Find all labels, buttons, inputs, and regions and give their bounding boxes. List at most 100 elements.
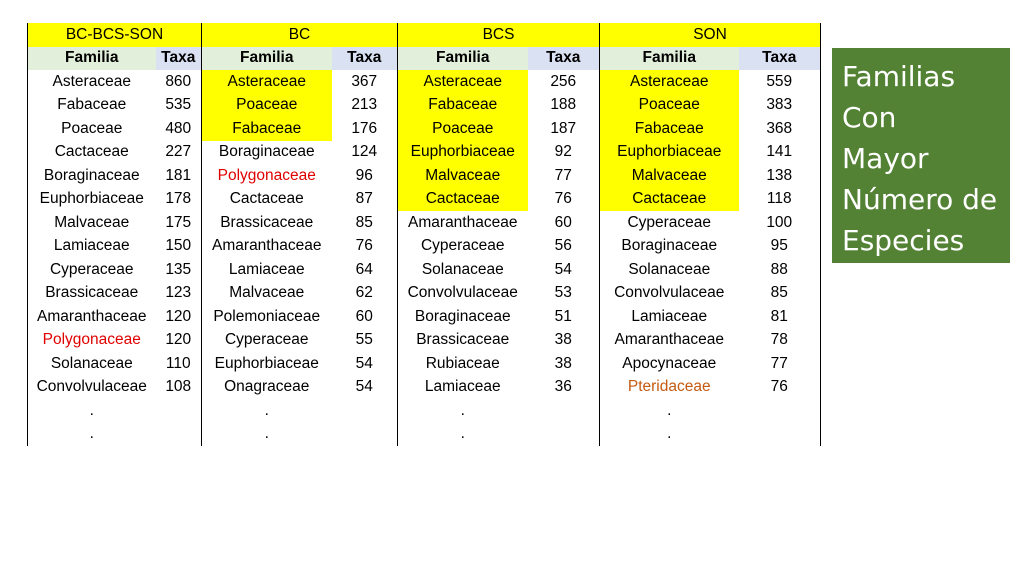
header-taxa: Taxa <box>155 46 202 70</box>
familia-cell: Solanaceae <box>397 258 528 282</box>
taxa-cell <box>155 399 202 423</box>
familia-cell: Amaranthaceae <box>201 234 332 258</box>
taxa-cell: 36 <box>527 375 600 399</box>
taxa-cell: 535 <box>155 93 202 117</box>
familia-cell: Polygonaceae <box>27 328 156 352</box>
familia-cell: Solanaceae <box>599 258 739 282</box>
familia-cell: . <box>599 422 739 446</box>
taxa-cell: 120 <box>155 328 202 352</box>
familia-cell: Rubiaceae <box>397 352 528 376</box>
taxa-cell: 81 <box>738 305 821 329</box>
taxa-cell: 100 <box>738 211 821 235</box>
taxa-cell: 56 <box>527 234 600 258</box>
table-row: Convolvulaceae 108 Onagraceae 54 Lamiaceae 36… <box>27 375 821 399</box>
header-familia: Familia <box>599 46 739 70</box>
taxa-cell: 51 <box>527 305 600 329</box>
taxa-cell: 138 <box>738 164 821 188</box>
taxa-cell <box>527 399 600 423</box>
table-row: Poaceae 480 Fabaceae 176 Poaceae 187 Fabaceae 3… <box>27 117 821 141</box>
taxa-cell: 54 <box>331 352 398 376</box>
taxa-cell <box>155 422 202 446</box>
familia-cell: Polemoniaceae <box>201 305 332 329</box>
table-row: Amaranthaceae 120 Polemoniaceae 60 Boraginac… <box>27 305 821 329</box>
familia-cell: Polygonaceae <box>201 164 332 188</box>
taxa-cell: 188 <box>527 93 600 117</box>
taxa-cell: 176 <box>331 117 398 141</box>
familia-cell: Cyperaceae <box>397 234 528 258</box>
familia-cell: Asteraceae <box>201 70 332 94</box>
familia-cell: Fabaceae <box>397 93 528 117</box>
familia-cell: Brassicaceae <box>27 281 156 305</box>
table-row: Euphorbiaceae 178 Cactaceae 87 Cactaceae 76 Ca… <box>27 187 821 211</box>
side-title-line: Familias <box>842 60 956 93</box>
table-row: Polygonaceae 120 Cyperaceae 55 Brassicaceae 3… <box>27 328 821 352</box>
familia-cell: Cactaceae <box>397 187 528 211</box>
familia-cell: Poaceae <box>397 117 528 141</box>
table-row: Cactaceae 227 Boraginaceae 124 Euphorbiaceae… <box>27 140 821 164</box>
group-header: BC <box>201 23 398 47</box>
familia-cell: Pteridaceae <box>599 375 739 399</box>
taxa-cell: 87 <box>331 187 398 211</box>
familia-cell: Poaceae <box>27 117 156 141</box>
table-row: Malvaceae 175 Brassicaceae 85 Amaranthaceae 6… <box>27 211 821 235</box>
familia-cell: Lamiaceae <box>599 305 739 329</box>
familia-cell: Convolvulaceae <box>599 281 739 305</box>
taxa-cell: 62 <box>331 281 398 305</box>
familia-cell: . <box>397 399 528 423</box>
familia-cell: Asteraceae <box>599 70 739 94</box>
side-title-line: Especies <box>842 224 965 257</box>
group-header: BC-BCS-SON <box>27 23 202 47</box>
familia-cell: Euphorbiaceae <box>599 140 739 164</box>
header-familia: Familia <box>397 46 528 70</box>
taxa-cell: 60 <box>331 305 398 329</box>
taxa-cell: 124 <box>331 140 398 164</box>
taxa-cell: 383 <box>738 93 821 117</box>
group-header: BCS <box>397 23 600 47</box>
familia-cell: Poaceae <box>599 93 739 117</box>
taxa-cell: 92 <box>527 140 600 164</box>
familia-cell: Apocynaceae <box>599 352 739 376</box>
familia-cell: Brassicaceae <box>397 328 528 352</box>
familia-cell: Convolvulaceae <box>397 281 528 305</box>
taxa-cell <box>331 422 398 446</box>
familia-cell: . <box>599 399 739 423</box>
side-title-line: Con <box>842 101 897 134</box>
familia-cell: Boraginaceae <box>201 140 332 164</box>
taxa-cell: 76 <box>738 375 821 399</box>
taxa-cell <box>738 399 821 423</box>
familia-cell: Euphorbiaceae <box>27 187 156 211</box>
taxa-cell: 54 <box>331 375 398 399</box>
familia-cell: Fabaceae <box>599 117 739 141</box>
familia-cell: Cyperaceae <box>27 258 156 282</box>
familia-cell: Boraginaceae <box>397 305 528 329</box>
table-row: Fabaceae 535 Poaceae 213 Fabaceae 188 Poaceae 3… <box>27 93 821 117</box>
taxa-cell: 95 <box>738 234 821 258</box>
taxa-cell: 77 <box>527 164 600 188</box>
table-row: Lamiaceae 150 Amaranthaceae 76 Cyperaceae 56 B… <box>27 234 821 258</box>
taxa-cell: 135 <box>155 258 202 282</box>
familia-cell: Amaranthaceae <box>599 328 739 352</box>
taxa-cell: 368 <box>738 117 821 141</box>
taxa-cell <box>527 422 600 446</box>
column-header-row: Familia Taxa Familia Taxa Familia Taxa Familia… <box>27 46 821 70</box>
familia-cell: Malvaceae <box>397 164 528 188</box>
familia-cell: Euphorbiaceae <box>201 352 332 376</box>
taxa-cell: 55 <box>331 328 398 352</box>
familia-cell: Asteraceae <box>27 70 156 94</box>
table-row: Asteraceae 860 Asteraceae 367 Asteraceae 256 A… <box>27 70 821 94</box>
familia-cell: Cactaceae <box>201 187 332 211</box>
taxa-cell: 227 <box>155 140 202 164</box>
taxa-cell: 88 <box>738 258 821 282</box>
table-row: Brassicaceae 123 Malvaceae 62 Convolvulaceae… <box>27 281 821 305</box>
familia-cell: Convolvulaceae <box>27 375 156 399</box>
table-row: .... <box>27 399 821 423</box>
taxa-cell <box>738 422 821 446</box>
familia-cell: Lamiaceae <box>397 375 528 399</box>
taxa-cell: 85 <box>738 281 821 305</box>
familia-cell: . <box>27 399 156 423</box>
familia-cell: Amaranthaceae <box>27 305 156 329</box>
familia-cell: Boraginaceae <box>599 234 739 258</box>
familia-cell: Poaceae <box>201 93 332 117</box>
familia-cell: . <box>27 422 156 446</box>
header-taxa: Taxa <box>331 46 398 70</box>
